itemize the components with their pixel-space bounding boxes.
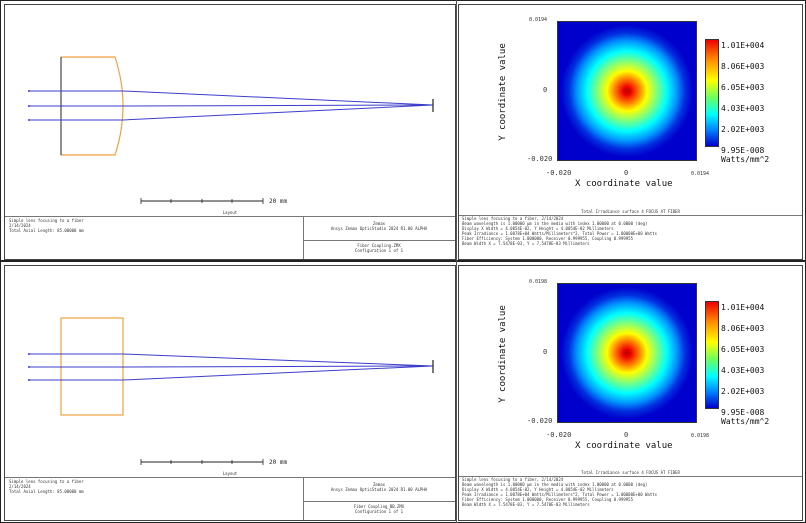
- bottom-x-axis-label: X coordinate value: [575, 441, 673, 451]
- bottom-colorbar: [705, 301, 719, 409]
- top-irradiance-map: [557, 21, 697, 161]
- bottom-x-tick-left: -0.020: [546, 431, 572, 439]
- bottom-x-tick-right: 0.0198: [691, 433, 710, 439]
- top-scale-label: 20 mm: [269, 198, 288, 205]
- bottom-layout-info-file: Fiber Coupling_BB.ZMX Configuration 1 of…: [353, 504, 405, 514]
- bottom-layout-title: Layout: [222, 471, 238, 476]
- top-irradiance-panel: 0.0194 0 -0.020 -0.020 0 0.0194 X coordi…: [458, 4, 803, 260]
- top-y-tick-mid: 0: [543, 86, 548, 94]
- bottom-x-tick-mid: 0: [624, 431, 629, 439]
- bottom-layout-plot: [28, 317, 434, 465]
- top-x-axis-label: X coordinate value: [575, 179, 673, 189]
- bottom-layout-info-left: Simple lens focusing to a fiber 2/14/202…: [9, 479, 84, 494]
- top-y-axis-label: Y coordinate value: [498, 43, 508, 141]
- vertical-divider: [456, 0, 457, 523]
- top-irradiance-info: Simple lens focusing to a fiber, 2/14/20…: [462, 216, 658, 246]
- top-colorbar-unit: Watts/mm^2: [721, 155, 770, 164]
- top-rays: [29, 90, 434, 121]
- horizontal-divider: [0, 260, 806, 262]
- bottom-y-tick-mid: 0: [543, 348, 548, 356]
- top-y-tick-top: 0.0194: [529, 17, 548, 23]
- top-colorbar-ticks: 1.01E+004 8.06E+003 6.05E+003 4.03E+003 …: [721, 41, 765, 155]
- bottom-y-tick-bot: -0.020: [527, 417, 553, 425]
- bottom-irradiance-title: Total Irradiance surface 4 FOCUS AT FIBE…: [581, 470, 680, 475]
- top-layout-info-app: Zemax Ansys Zemax OpticStudio 2024 R1.00…: [330, 221, 428, 231]
- top-layout-panel: 20 mm Layout Simple lens focusing to a f…: [4, 4, 456, 260]
- top-x-tick-left: -0.020: [546, 169, 572, 177]
- bottom-colorbar-ticks: 1.01E+004 8.06E+003 6.05E+003 4.03E+003 …: [721, 303, 765, 417]
- bottom-irradiance-panel: 0.0198 0 -0.020 -0.020 0 0.0198 X coordi…: [458, 265, 803, 521]
- top-layout-info-left: Simple lens focusing to a fiber 2/14/202…: [9, 218, 84, 233]
- top-layout-title: Layout: [222, 210, 238, 215]
- bottom-scale-label: 20 mm: [269, 459, 288, 466]
- bottom-y-axis-label: Y coordinate value: [498, 305, 508, 403]
- bottom-colorbar-unit: Watts/mm^2: [721, 417, 770, 426]
- bottom-layout-info-app: Zemax Ansys Zemax OpticStudio 2024 R1.00…: [330, 482, 428, 492]
- top-x-tick-mid: 0: [624, 169, 629, 177]
- top-x-tick-right: 0.0194: [691, 171, 710, 177]
- bottom-rays: [29, 353, 434, 381]
- top-colorbar: [705, 39, 719, 147]
- bottom-layout-panel: 20 mm Layout Simple lens focusing to a f…: [4, 265, 456, 521]
- bottom-irradiance-info: Simple lens focusing to a fiber, 2/14/20…: [462, 477, 658, 507]
- top-irradiance-title: Total Irradiance surface 4 FOCUS AT FIBE…: [581, 209, 680, 214]
- top-layout-info-file: Fiber Coupling.ZMX Configuration 1 of 1: [354, 243, 404, 253]
- bottom-irradiance-map: [557, 283, 697, 423]
- top-layout-plot: [28, 56, 434, 204]
- bottom-y-tick-top: 0.0198: [529, 279, 548, 285]
- top-y-tick-bot: -0.020: [527, 155, 553, 163]
